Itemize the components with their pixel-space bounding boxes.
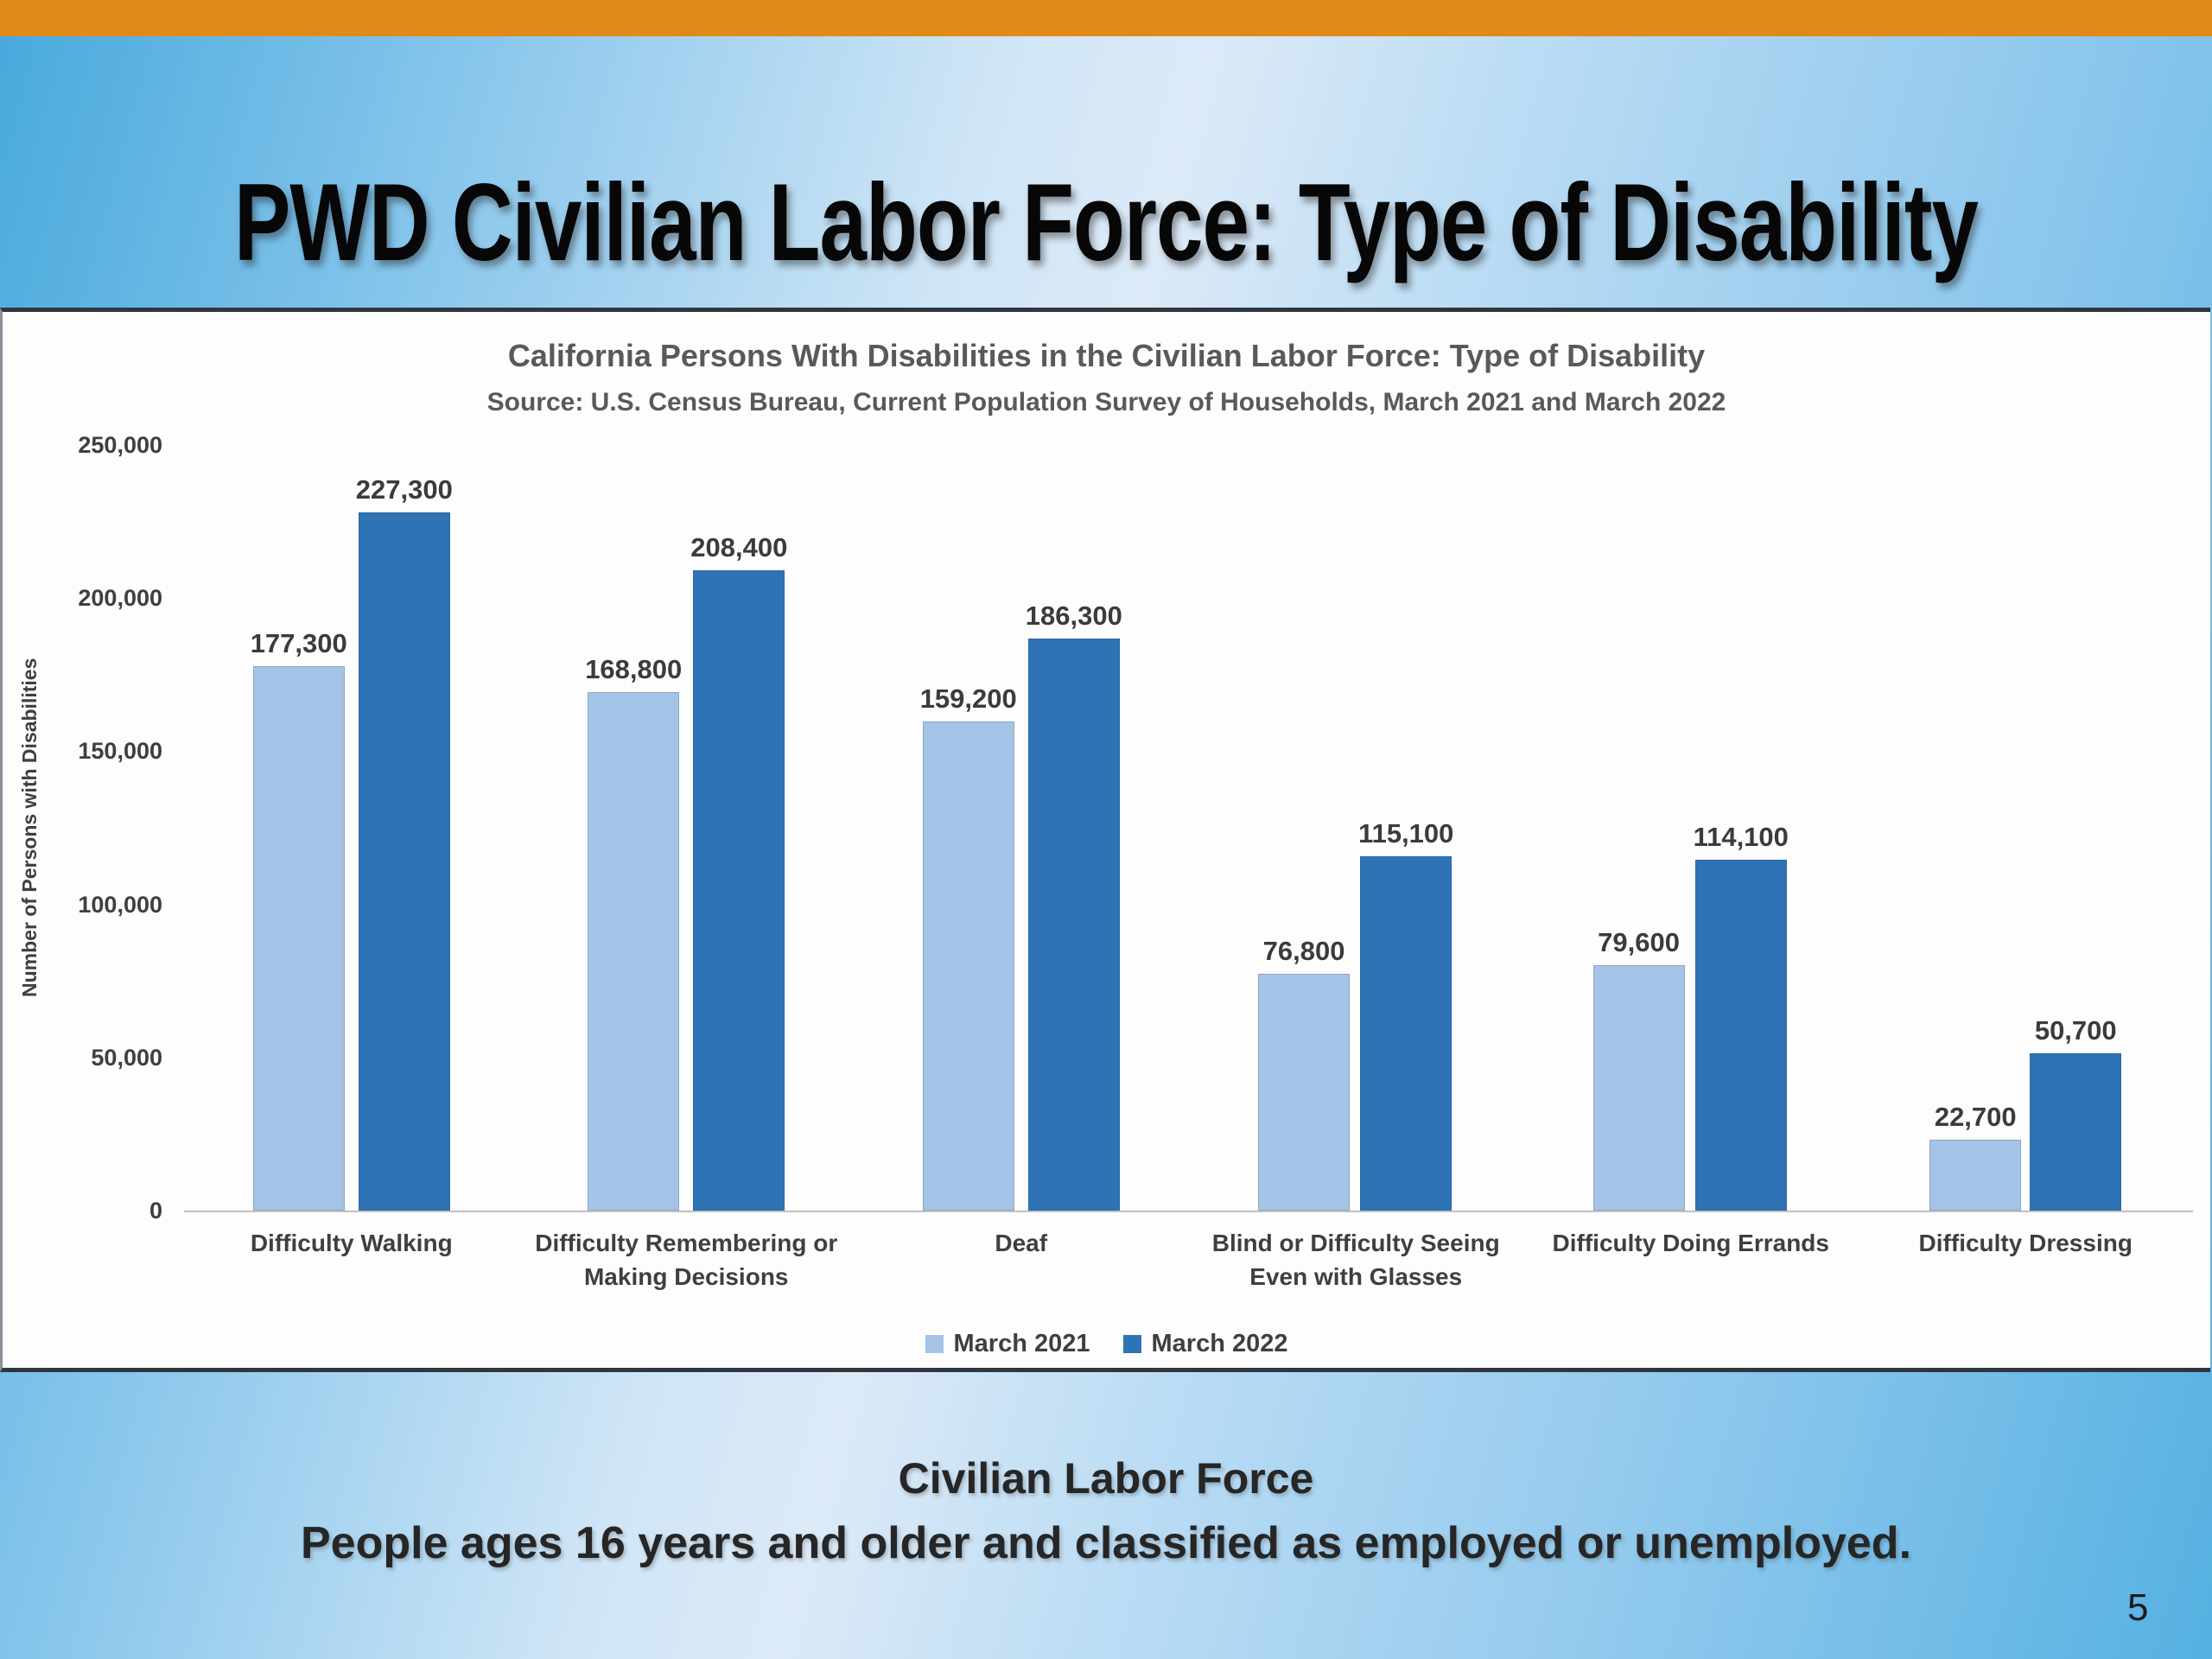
bar-column: 79,600 <box>1592 445 1685 1211</box>
bar-march-2022 <box>358 512 450 1211</box>
x-category-label: Difficulty Walking <box>250 1230 453 1256</box>
x-category-label: Difficulty Dressing <box>1918 1230 2133 1256</box>
bar-value-label: 168,800 <box>585 653 683 684</box>
legend-color-swatch-icon <box>925 1335 944 1353</box>
bar-value-label: 79,600 <box>1598 926 1680 957</box>
y-axis-tick-labels: 250,000 200,000 150,000 100,000 50,000 0 <box>3 432 162 1224</box>
bar-march-2021 <box>922 721 1014 1211</box>
legend-label: March 2022 <box>1151 1330 1288 1357</box>
legend-label: March 2021 <box>953 1330 1090 1357</box>
bar-column: 76,800 <box>1258 445 1351 1211</box>
bar-value-label: 159,200 <box>919 683 1017 714</box>
bar-column: 22,700 <box>1929 445 2022 1211</box>
bar-march-2022 <box>1360 856 1452 1211</box>
bar-value-label: 50,700 <box>2034 1015 2117 1046</box>
bar-group: 79,600 114,100 <box>1523 445 1859 1211</box>
bar-march-2021 <box>1929 1139 2022 1211</box>
bar-column: 177,300 <box>251 445 347 1211</box>
bar-march-2022 <box>1027 638 1120 1211</box>
chart-title: California Persons With Disabilities in … <box>507 338 1706 373</box>
footer-subheading: People ages 16 years and older and class… <box>300 1518 1912 1568</box>
chart-source-subtitle: Source: U.S. Census Bureau, Current Popu… <box>486 388 1726 416</box>
bar-value-label: 177,300 <box>250 627 347 658</box>
bar-group: 177,300 227,300 <box>184 445 519 1211</box>
bar-march-2021 <box>588 691 680 1211</box>
bar-march-2021 <box>1258 973 1351 1211</box>
y-tick-label: 150,000 <box>78 738 162 765</box>
bar-value-label: 76,800 <box>1262 935 1345 966</box>
y-tick-label: 250,000 <box>78 432 162 458</box>
top-orange-bar <box>0 0 2212 36</box>
bar-column: 168,800 <box>585 445 682 1211</box>
footer-heading: Civilian Labor Force <box>898 1454 1314 1503</box>
legend-item: March 2021 <box>925 1330 1090 1358</box>
y-tick-label: 200,000 <box>78 585 162 612</box>
bar-value-label: 227,300 <box>355 474 453 505</box>
bar-column: 227,300 <box>356 445 453 1211</box>
bar-value-label: 22,700 <box>1934 1101 2017 1132</box>
x-category-label: Deaf <box>995 1230 1048 1256</box>
bar-group: 168,800 208,400 <box>519 445 855 1211</box>
y-tick-label: 100,000 <box>78 891 162 918</box>
bar-march-2021 <box>252 665 345 1211</box>
y-tick-label: 0 <box>149 1198 162 1224</box>
bar-march-2021 <box>1592 964 1685 1211</box>
bar-value-label: 114,100 <box>1693 821 1789 852</box>
page-number: 5 <box>2127 1586 2149 1629</box>
bar-column: 115,100 <box>1358 445 1453 1211</box>
plot-area: 177,300 227,300 168,800 208,400 159,200 186,3… <box>184 445 2193 1212</box>
bar-march-2022 <box>2030 1053 2122 1211</box>
slide-title: PWD Civilian Labor Force: Type of Disabi… <box>234 159 1979 283</box>
bar-value-label: 115,100 <box>1358 818 1454 849</box>
bar-column: 114,100 <box>1694 445 1789 1211</box>
bar-column: 208,400 <box>690 445 787 1211</box>
chart-legend: March 2021 March 2022 <box>3 1330 2210 1358</box>
legend-color-swatch-icon <box>1122 1335 1141 1353</box>
bar-group: 159,200 186,300 <box>854 445 1189 1211</box>
chart-panel: California Persons With Disabilities in … <box>0 308 2210 1372</box>
legend-item: March 2022 <box>1122 1330 1288 1358</box>
bar-value-label: 186,300 <box>1025 600 1122 631</box>
x-axis-category-labels: Difficulty Walking Difficulty Remembering… <box>184 1226 2193 1294</box>
bar-march-2022 <box>1694 859 1787 1211</box>
bar-value-label: 208,400 <box>690 532 788 563</box>
y-tick-label: 50,000 <box>91 1044 162 1071</box>
bar-march-2022 <box>693 570 785 1211</box>
x-category-label: Difficulty Doing Errands <box>1552 1230 1829 1256</box>
bar-group: 22,700 50,700 <box>1859 445 2194 1211</box>
bar-column: 159,200 <box>920 445 1017 1211</box>
x-category-label: Difficulty Remembering or Making Decisio… <box>535 1230 838 1291</box>
bar-group: 76,800 115,100 <box>1189 445 1524 1211</box>
x-category-label: Blind or Difficulty Seeing Even with Gla… <box>1211 1230 1500 1291</box>
bar-column: 186,300 <box>1026 445 1122 1211</box>
bar-column: 50,700 <box>2030 445 2122 1211</box>
